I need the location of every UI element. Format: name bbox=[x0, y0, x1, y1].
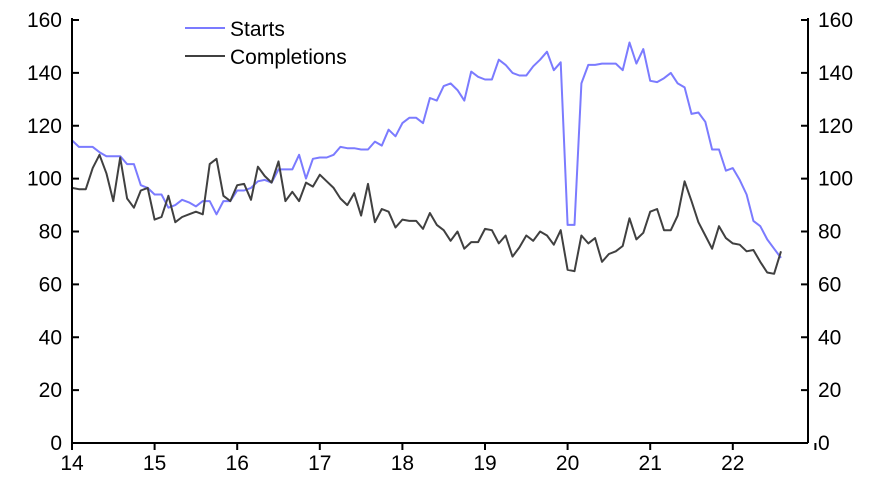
x-tick-label: 17 bbox=[308, 452, 331, 475]
x-tick-label: 22 bbox=[721, 452, 744, 475]
legend-label-starts: Starts bbox=[230, 18, 285, 41]
x-tick-label: 20 bbox=[556, 452, 579, 475]
series-line-completions bbox=[71, 153, 782, 275]
y-tick-label-left: 100 bbox=[27, 168, 62, 191]
y-tick-label-right: 140 bbox=[818, 62, 853, 85]
y-tick-label-left: 20 bbox=[39, 379, 62, 402]
y-tick-label-right: 0 bbox=[818, 432, 830, 455]
y-tick-label-right: 120 bbox=[818, 115, 853, 138]
y-tick-label-left: 160 bbox=[27, 9, 62, 32]
y-tick-label-right: 60 bbox=[818, 273, 841, 296]
x-tick-label: 19 bbox=[473, 452, 496, 475]
x-tick-label: 16 bbox=[226, 452, 249, 475]
y-tick-label-left: 0 bbox=[50, 432, 62, 455]
y-tick-label-right: 20 bbox=[818, 379, 841, 402]
series-line-starts bbox=[71, 41, 782, 259]
x-tick-label: 21 bbox=[639, 452, 662, 475]
y-tick-label-left: 140 bbox=[27, 62, 62, 85]
y-tick-label-left: 40 bbox=[39, 326, 62, 349]
y-tick-label-left: 60 bbox=[39, 273, 62, 296]
y-tick-label-right: 80 bbox=[818, 221, 841, 244]
x-tick-label: 15 bbox=[143, 452, 166, 475]
legend: Starts Completions bbox=[185, 18, 347, 69]
y-tick-label-right: 100 bbox=[818, 168, 853, 191]
y-tick-label-left: 120 bbox=[27, 115, 62, 138]
y-tick-label-right: 160 bbox=[818, 9, 853, 32]
legend-label-completions: Completions bbox=[230, 46, 347, 69]
x-tick-label: 18 bbox=[391, 452, 414, 475]
y-tick-label-left: 80 bbox=[39, 221, 62, 244]
x-tick-label: 14 bbox=[60, 452, 84, 475]
y-tick-label-right: 40 bbox=[818, 326, 841, 349]
